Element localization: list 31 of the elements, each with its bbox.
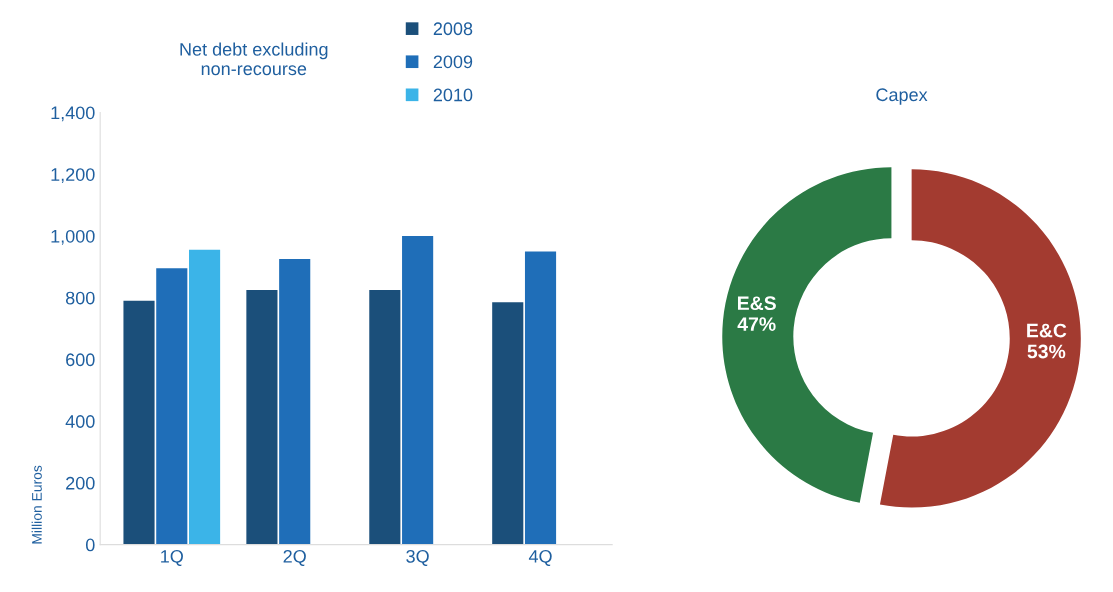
legend-label: 2008	[433, 22, 473, 36]
legend-label: 2009	[433, 55, 473, 69]
y-tick-label: 800	[65, 291, 95, 305]
bar	[123, 300, 155, 545]
y-tick-label: 1,400	[51, 106, 95, 122]
bar	[279, 259, 311, 545]
x-tick-label: 1Q	[161, 549, 183, 566]
y-tick-label: 1,200	[51, 168, 95, 184]
bar	[189, 249, 221, 545]
chart-title: Net debt excluding non-recourse	[180, 42, 328, 76]
bar	[246, 289, 278, 545]
y-tick-label: 0	[85, 538, 95, 552]
bar	[402, 235, 434, 545]
data-label: 47%	[737, 317, 776, 331]
y-axis-title: Million Euros	[31, 465, 42, 544]
slice-label: E&S	[737, 296, 776, 311]
x-tick-label: 2Q	[283, 549, 306, 566]
x-tick-label: 4Q	[528, 549, 552, 566]
chart-title: Capex	[876, 88, 928, 105]
legend-label: 2010	[433, 88, 473, 102]
data-label: 53%	[1027, 344, 1066, 359]
bar	[369, 289, 401, 545]
y-tick-label: 200	[66, 476, 95, 490]
bar	[492, 302, 524, 545]
slice-label: E&C	[1027, 323, 1067, 338]
x-tick-label: 3Q	[406, 549, 429, 566]
y-tick-label: 400	[65, 415, 95, 428]
bar	[524, 251, 557, 545]
bar	[156, 268, 188, 545]
y-tick-label: 600	[66, 353, 95, 367]
y-tick-label: 1,000	[51, 229, 95, 245]
